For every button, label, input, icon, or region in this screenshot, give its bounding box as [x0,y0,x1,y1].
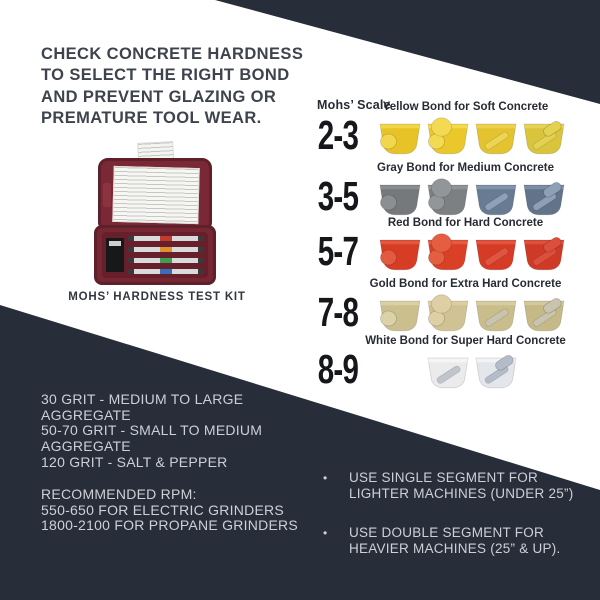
text-line: AND PREVENT GLAZING OR [41,87,277,106]
grinding-tool-knob [427,294,469,332]
hardness-range: 8-9 [317,346,359,392]
bullet-item: • USE SINGLE SEGMENT FOR LIGHTER MACHINES … [323,470,578,501]
rpm-info: RECOMMENDED RPM: 550-650 FOR ELECTRIC GRI… [41,486,298,534]
hardness-pick [128,236,204,241]
text-line: 1800-2100 FOR PROPANE GRINDERS [41,517,298,534]
grinding-tool-plug [379,300,421,332]
text-line: AGGREGATE [41,438,131,455]
text-line: CHECK CONCRETE HARDNESS [41,45,304,63]
headline: CHECK CONCRETE HARDNESS TO SELECT THE RIG… [41,44,303,129]
tool-images [376,117,568,155]
bond-label: White Bond for Super Hard Concrete [365,335,566,347]
text-line: RECOMMENDED RPM: [41,486,197,502]
mohs-row-2-3: Yellow Bond for Soft Concrete 2-3 [300,101,600,157]
hardness-pick [128,269,204,274]
mohs-test-kit-photo [92,141,222,292]
tool-images [376,351,568,389]
bullet-dot-icon: • [323,471,328,485]
mohs-row-3-5: Gray Bond for Medium Concrete 3-5 [300,162,600,218]
grinding-tool-plug [379,184,421,216]
mohs-row-7-8: Gold Bond for Extra Hard Concrete 7-8 [300,278,600,334]
tool-images [376,178,568,216]
grinding-tool-single-segment [427,357,469,389]
bullet-item: • USE DOUBLE SEGMENT FOR HEAVIER MACHINES … [323,525,578,556]
grinding-tool-single-segment [475,123,517,155]
hardness-range: 2-3 [317,112,359,158]
text-line: USE SINGLE SEGMENT FOR [349,470,539,485]
text-line: 30 GRIT - MEDIUM TO LARGE [41,391,244,407]
kit-instruction-sheet [112,165,200,225]
kit-caption: MOHS’ HARDNESS TEST KIT [68,291,246,303]
hardness-range: 5-7 [317,228,359,274]
grinding-tool-double-segment [523,181,565,216]
text-line: 550-650 FOR ELECTRIC GRINDERS [41,501,284,518]
text-line: PREMATURE TOOL WEAR. [41,108,262,127]
grinding-tool-knob [427,233,469,271]
text-line: TO SELECT THE RIGHT BOND [41,66,290,85]
text-line: AGGREGATE [41,406,131,423]
bond-label: Gray Bond for Medium Concrete [377,162,554,174]
grinding-tool-plug [379,239,421,271]
text-line: 50-70 GRIT - SMALL TO MEDIUM [41,422,263,439]
kit-sharpening-block [106,238,124,272]
grinding-tool-knob [427,117,469,155]
hardness-range: 7-8 [317,289,359,335]
segment-usage-bullets: • USE SINGLE SEGMENT FOR LIGHTER MACHINES … [323,470,578,580]
bond-label: Red Bond for Hard Concrete [387,217,544,229]
grinding-tool-single-segment [475,184,517,216]
mohs-scale-header: Mohs’ Scale [317,98,391,112]
text-line: 120 GRIT - SALT & PEPPER [41,453,228,470]
text-line: HEAVIER MACHINES (25” & UP). [349,540,561,556]
grinding-tool-single-segment [475,239,517,271]
hardness-range: 3-5 [317,173,359,219]
grit-info: 30 GRIT - MEDIUM TO LARGE AGGREGATE 50-70 … [41,391,263,471]
bullet-text: USE SINGLE SEGMENT FOR LIGHTER MACHINES (… [349,470,574,501]
grinding-tool-double-segment [523,236,565,271]
bond-label: Yellow Bond for Soft Concrete [382,101,549,113]
grinding-tool-knob [427,178,469,216]
bullet-text: USE DOUBLE SEGMENT FOR HEAVIER MACHINES (… [349,525,561,556]
text-line: USE DOUBLE SEGMENT FOR [349,525,545,541]
grinding-tool-plug [379,123,421,155]
bond-label: Gold Bond for Extra Hard Concrete [369,278,562,290]
mohs-row-5-7: Red Bond for Hard Concrete 5-7 [300,217,600,273]
tool-images [376,294,568,332]
kit-latch [103,183,111,207]
bullet-dot-icon: • [323,526,328,541]
hardness-pick [128,247,204,252]
kit-tray [94,225,216,285]
grinding-tool-double-segment [475,354,517,389]
grinding-tool-double-segment [523,120,565,155]
grinding-tool-double-segment [523,297,565,332]
grinding-tool-single-segment [475,300,517,332]
mohs-row-8-9: White Bond for Super Hard Concrete 8-9 [300,335,600,391]
tool-images [376,233,568,271]
text-line: LIGHTER MACHINES (UNDER 25”) [349,485,574,501]
kit-tray-well [102,232,208,278]
kit-lid [98,158,212,228]
hardness-pick [128,258,204,263]
